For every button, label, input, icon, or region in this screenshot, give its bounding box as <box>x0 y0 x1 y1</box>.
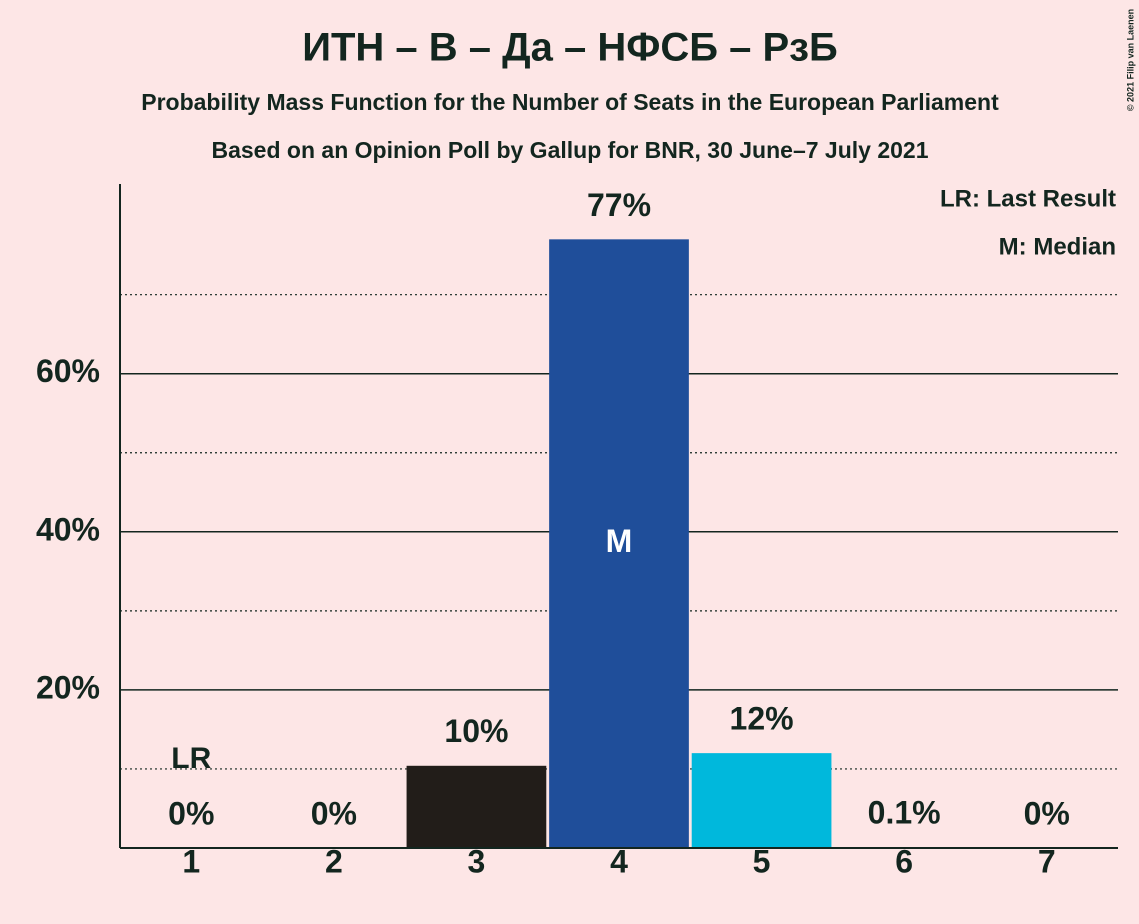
value-label: 12% <box>730 701 794 737</box>
x-tick-label: 2 <box>325 843 343 879</box>
value-label: 0% <box>168 795 214 831</box>
value-label: 10% <box>444 713 508 749</box>
x-tick-label: 4 <box>610 843 628 879</box>
x-tick-label: 3 <box>468 843 486 879</box>
bar <box>691 753 832 848</box>
bar <box>549 239 689 849</box>
subtitle: Based on an Opinion Poll by Gallup for B… <box>211 137 928 163</box>
bar <box>406 765 547 848</box>
x-tick-label: 5 <box>753 843 771 879</box>
value-label: 0% <box>311 795 357 831</box>
copyright: © 2021 Filip van Laenen <box>1125 9 1135 111</box>
subtitle: Probability Mass Function for the Number… <box>141 89 999 115</box>
y-tick-label: 60% <box>36 353 100 389</box>
x-tick-label: 7 <box>1038 843 1056 879</box>
value-label: 0% <box>1024 795 1070 831</box>
value-label: 0.1% <box>868 795 941 831</box>
x-tick-label: 6 <box>895 843 913 879</box>
last-result-label: LR <box>171 742 211 775</box>
legend-entry: M: Median <box>999 233 1116 260</box>
value-label: 77% <box>587 187 651 223</box>
y-tick-label: 20% <box>36 669 100 705</box>
x-tick-label: 1 <box>182 843 200 879</box>
y-tick-label: 40% <box>36 511 100 547</box>
legend-entry: LR: Last Result <box>940 185 1116 212</box>
chart-title: ИТН – В – Да – НФСБ – РзБ <box>302 26 838 70</box>
median-label: M <box>606 523 633 559</box>
